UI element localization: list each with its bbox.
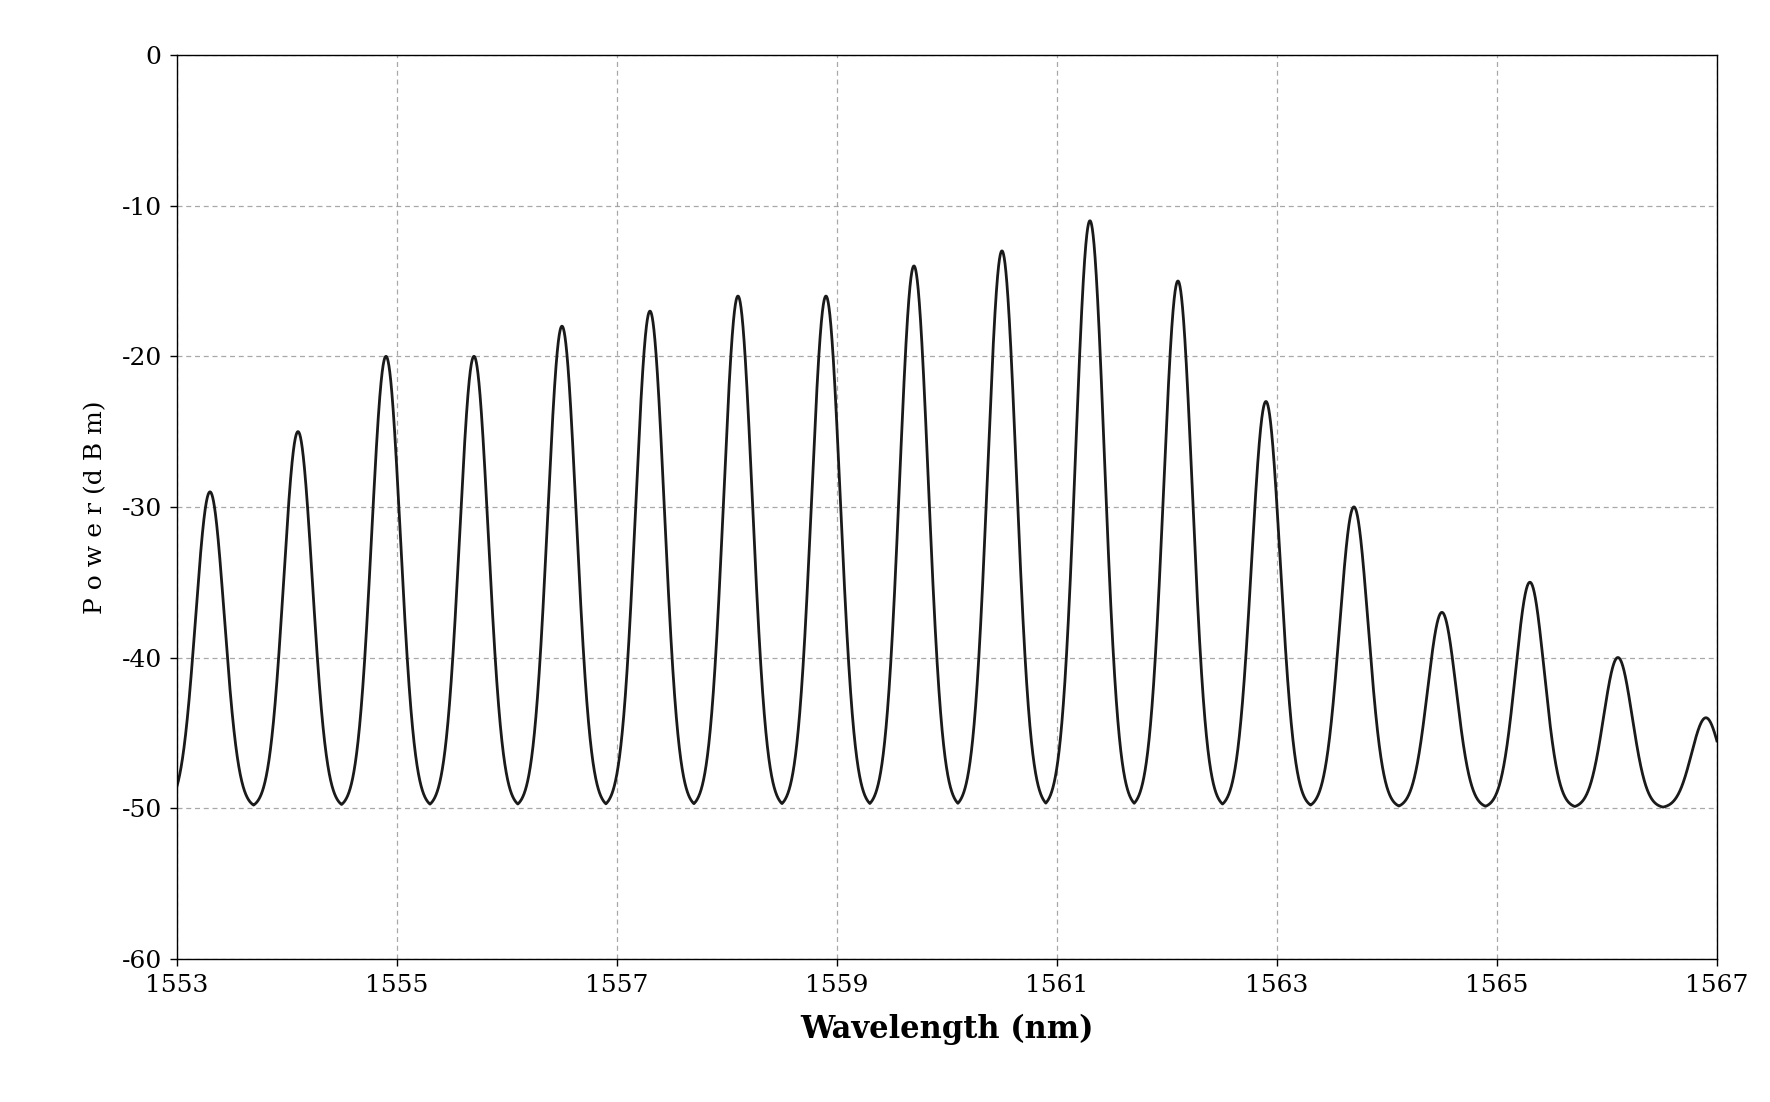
Y-axis label: P o w e r (d B m): P o w e r (d B m) [85,400,108,614]
X-axis label: Wavelength (nm): Wavelength (nm) [800,1014,1094,1045]
